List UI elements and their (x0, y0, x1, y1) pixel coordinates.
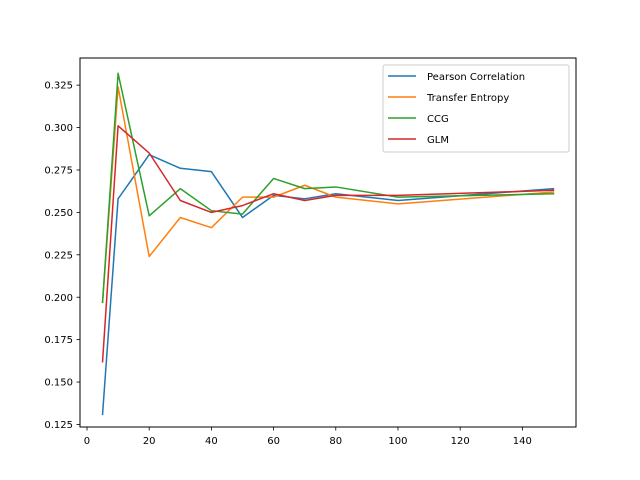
legend-box (382, 64, 570, 153)
series-line-3 (101, 125, 555, 363)
y-axis: 0.125 0.150 0.175 0.200 0.225 0.250 0.275 0.300… (44, 81, 80, 431)
x-tick-label: 60 (267, 436, 280, 447)
y-tick-label: 0.300 (44, 123, 73, 134)
plot-frame (79, 57, 577, 428)
y-tick-label: 0.250 (44, 208, 73, 219)
y-tick-label: 0.125 (44, 420, 73, 431)
y-tick-label: 0.275 (44, 166, 73, 177)
x-tick-label: 100 (388, 436, 407, 447)
x-tick-label: 20 (143, 436, 156, 447)
legend-label: Pearson Correlation (427, 72, 525, 83)
x-tick-label: 0 (84, 436, 90, 447)
x-tick-label: 40 (205, 436, 218, 447)
y-tick-label: 0.200 (44, 293, 73, 304)
y-tick-label: 0.325 (44, 81, 73, 92)
y-tick-label: 0.150 (44, 378, 73, 389)
series-line-1 (101, 86, 555, 304)
series-line-2 (101, 72, 555, 304)
legend-label: Transfer Entropy (426, 93, 509, 104)
y-tick-label: 0.225 (44, 250, 73, 261)
legend-label: GLM (427, 135, 449, 146)
legend-label: CCG (427, 114, 449, 125)
series-layer (101, 72, 555, 416)
legend-entries: Pearson Correlation Transfer Entropy CCG GL… (388, 72, 525, 146)
legend: Pearson Correlation Transfer Entropy CCG GL… (382, 64, 570, 153)
x-axis: 0 20 40 60 80 100 120 140 (84, 427, 532, 447)
y-tick-label: 0.175 (44, 335, 73, 346)
x-tick-label: 80 (329, 436, 342, 447)
x-tick-label: 140 (513, 436, 532, 447)
x-tick-label: 120 (451, 436, 470, 447)
